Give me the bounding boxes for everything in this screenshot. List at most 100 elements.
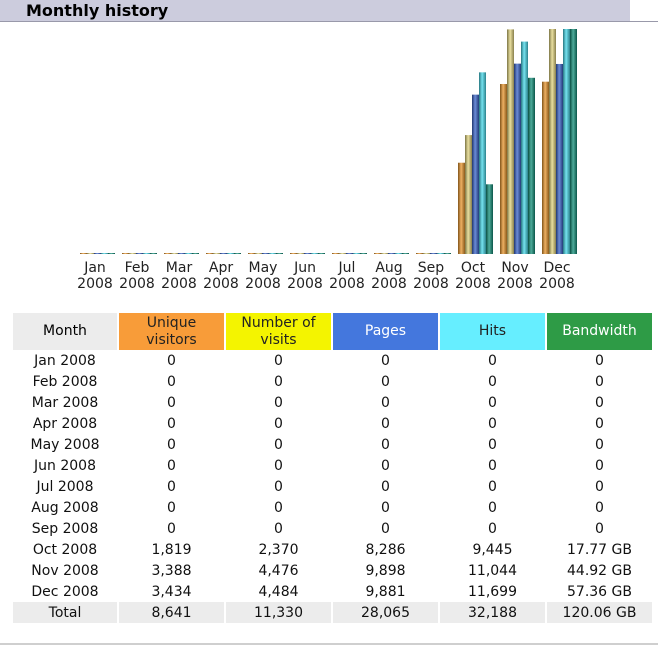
value-cell: 0 xyxy=(381,394,390,411)
month-cell: Dec 2008 xyxy=(31,583,99,600)
bar-pages-nov-2008 xyxy=(514,63,521,255)
value-cell: 4,484 xyxy=(258,583,299,600)
table-row: Jan 2008 0 0 0 0 0 xyxy=(13,350,652,371)
value-cell: 44.92 GB xyxy=(567,562,632,579)
bar-pages-sep-2008 xyxy=(430,253,437,254)
column-header-unique-visitors: Unique visitors xyxy=(119,313,224,350)
value-cell: 0 xyxy=(381,436,390,453)
x-tick-label: May xyxy=(249,260,278,276)
divider xyxy=(630,21,658,22)
x-tick-label: 2008 xyxy=(245,276,281,292)
column-header-label: Number of xyxy=(241,314,316,331)
value-cell: 57.36 GB xyxy=(567,583,632,600)
bar-bandwidth-jan-2008 xyxy=(108,253,115,254)
value-cell: 9,898 xyxy=(365,562,406,579)
value-cell: 4,476 xyxy=(258,562,299,579)
bar-hits-sep-2008 xyxy=(437,253,444,254)
table-row: Feb 2008 0 0 0 0 0 xyxy=(13,371,652,392)
bar-unique-visitors-jun-2008 xyxy=(290,253,297,254)
bar-unique-visitors-may-2008 xyxy=(248,253,255,254)
bottom-divider xyxy=(0,643,658,645)
value-cell: 1,819 xyxy=(151,541,192,558)
value-cell: 0 xyxy=(167,520,176,537)
x-tick-label: 2008 xyxy=(497,276,533,292)
column-header-hits: Hits xyxy=(440,313,545,350)
table-row: Nov 2008 3,388 4,476 9,898 11,044 44.92 GB xyxy=(13,560,652,581)
bar-bandwidth-aug-2008 xyxy=(402,253,409,254)
bar-hits-feb-2008 xyxy=(143,253,150,254)
month-cell: Nov 2008 xyxy=(31,562,99,579)
value-cell: 8,286 xyxy=(365,541,406,558)
value-cell: 0 xyxy=(274,520,283,537)
bar-hits-nov-2008 xyxy=(521,41,528,254)
value-cell: 0 xyxy=(167,478,176,495)
value-cell: 0 xyxy=(488,520,497,537)
x-tick-label: Oct xyxy=(461,260,486,276)
value-cell: 0 xyxy=(595,436,604,453)
value-cell: 0 xyxy=(274,478,283,495)
month-cell: Mar 2008 xyxy=(31,394,99,411)
x-tick-label: 2008 xyxy=(287,276,323,292)
value-cell: 0 xyxy=(167,499,176,516)
column-header-pages: Pages xyxy=(333,313,438,350)
table-row: Dec 2008 3,434 4,484 9,881 11,699 57.36 GB xyxy=(13,581,652,602)
value-cell: 0 xyxy=(595,520,604,537)
value-cell: 0 xyxy=(595,415,604,432)
bar-unique-visitors-nov-2008 xyxy=(500,83,507,254)
column-header-month: Month xyxy=(13,313,117,350)
value-cell: 9,445 xyxy=(472,541,513,558)
value-cell: 0 xyxy=(595,394,604,411)
bar-bandwidth-jul-2008 xyxy=(360,253,367,254)
value-cell: 0 xyxy=(488,457,497,474)
value-cell: 3,434 xyxy=(151,583,192,600)
value-cell: 0 xyxy=(488,394,497,411)
bar-bandwidth-apr-2008 xyxy=(234,253,241,254)
value-cell: 11,044 xyxy=(468,562,517,579)
value-cell: 0 xyxy=(274,436,283,453)
bar-number-of-visits-jun-2008 xyxy=(297,253,304,254)
value-cell: 0 xyxy=(274,373,283,390)
bar-number-of-visits-feb-2008 xyxy=(129,253,136,254)
value-cell: 0 xyxy=(595,373,604,390)
table-row: Apr 2008 0 0 0 0 0 xyxy=(13,413,652,434)
bar-unique-visitors-mar-2008 xyxy=(164,253,171,254)
bar-hits-jul-2008 xyxy=(353,253,360,254)
x-tick-label: Nov xyxy=(501,260,528,276)
section-header: Monthly history xyxy=(0,0,630,22)
total-value-cell: 28,065 xyxy=(333,602,438,623)
month-cell: Oct 2008 xyxy=(32,541,98,558)
bar-hits-may-2008 xyxy=(269,253,276,254)
x-tick-label: Aug xyxy=(375,260,402,276)
column-header-bandwidth: Bandwidth xyxy=(547,313,652,350)
month-cell: Sep 2008 xyxy=(31,520,99,537)
month-cell: Jan 2008 xyxy=(34,352,96,369)
value-cell: 0 xyxy=(595,352,604,369)
x-tick-label: 2008 xyxy=(455,276,491,292)
bar-pages-mar-2008 xyxy=(178,253,185,254)
table-header-row: Month Unique visitors Number of visits P… xyxy=(13,313,652,350)
x-tick-label: Feb xyxy=(125,260,150,276)
value-cell: 0 xyxy=(488,352,497,369)
column-header-label: Unique xyxy=(146,314,197,331)
value-cell: 0 xyxy=(595,499,604,516)
bar-number-of-visits-oct-2008 xyxy=(465,135,472,254)
x-tick-label: 2008 xyxy=(413,276,449,292)
value-cell: 0 xyxy=(274,394,283,411)
bar-bandwidth-mar-2008 xyxy=(192,253,199,254)
value-cell: 0 xyxy=(381,457,390,474)
value-cell: 0 xyxy=(381,478,390,495)
bar-hits-jan-2008 xyxy=(101,253,108,254)
value-cell: 0 xyxy=(167,394,176,411)
value-cell: 0 xyxy=(274,352,283,369)
value-cell: 0 xyxy=(274,499,283,516)
value-cell: 0 xyxy=(167,415,176,432)
bar-pages-dec-2008 xyxy=(556,63,563,255)
value-cell: 3,388 xyxy=(151,562,192,579)
bar-pages-jul-2008 xyxy=(346,253,353,254)
table-row: Mar 2008 0 0 0 0 0 xyxy=(13,392,652,413)
month-cell: Feb 2008 xyxy=(32,373,98,390)
bar-number-of-visits-dec-2008 xyxy=(549,29,556,254)
table-row: Sep 2008 0 0 0 0 0 xyxy=(13,518,652,539)
x-tick-label: 2008 xyxy=(203,276,239,292)
value-cell: 11,699 xyxy=(468,583,517,600)
